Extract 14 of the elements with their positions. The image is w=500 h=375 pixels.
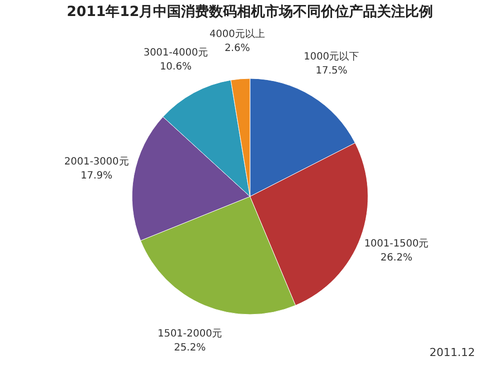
slice-label: 1001-1500元 — [364, 238, 429, 250]
slice-label: 1501-2000元 — [158, 328, 222, 340]
data-label: 17.9% — [80, 170, 112, 182]
data-label: 25.2% — [174, 342, 206, 354]
data-label: 17.5% — [316, 65, 348, 76]
slice-label: 2001-3000元 — [64, 156, 129, 168]
data-label: 26.2% — [380, 252, 412, 264]
data-label: 2.6% — [224, 43, 250, 54]
slice-label: 4000元以上 — [210, 28, 265, 40]
slice-label: 1000元以下 — [304, 50, 360, 62]
slice-label: 3001-4000元 — [143, 47, 208, 58]
data-label: 10.6% — [160, 61, 192, 72]
chart-title: 2011年12月中国消费数码相机市场不同价位产品关注比例 — [66, 3, 434, 20]
text: 2011.12 — [430, 346, 475, 359]
